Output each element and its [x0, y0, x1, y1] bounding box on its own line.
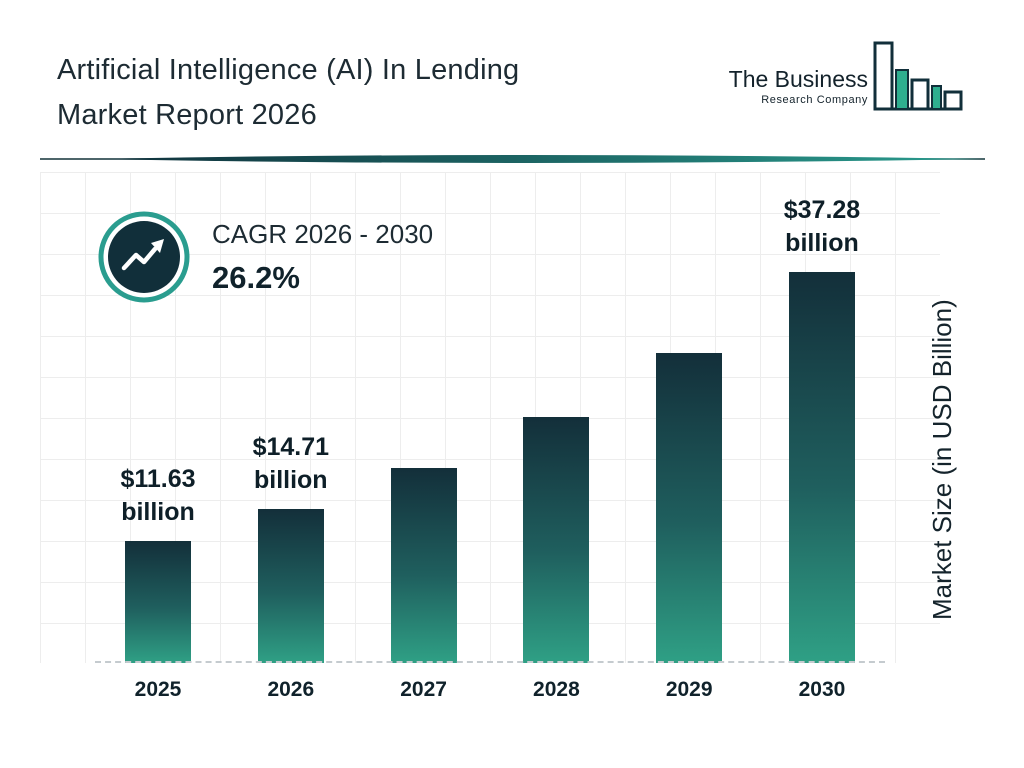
x-axis-baseline: [95, 661, 885, 663]
company-logo: The Business Research Company: [729, 40, 964, 114]
bar-value-unit: billion: [253, 466, 328, 494]
bar-value-amount: $11.63: [120, 465, 196, 493]
bar-value-amount: $37.28: [783, 196, 861, 224]
cagr-value: 26.2%: [212, 260, 300, 295]
cagr-block: CAGR 2026 - 2030 26.2%: [212, 219, 433, 296]
bar-2025: [125, 541, 191, 663]
bar-column-2026: $14.71 billion: [253, 433, 329, 663]
bar-2030: [788, 272, 855, 663]
growth-trend-icon: [98, 211, 190, 303]
x-axis-label-2026: 2026: [267, 678, 315, 701]
section-divider: [40, 155, 985, 163]
bar-value-amount: $14.71: [252, 433, 330, 461]
x-axis-label-2028: 2028: [533, 678, 580, 701]
bar-2027: [390, 468, 457, 663]
bar-value-unit: billion: [785, 229, 859, 257]
logo-name: The Business: [728, 66, 868, 92]
bar-value-label-2026: $14.71 billion: [253, 431, 329, 497]
cagr-label: CAGR 2026 - 2030: [212, 219, 434, 249]
bar-chart-logo-icon: [873, 41, 963, 111]
page-title-line-1: Artificial Intelligence (AI) In Lending: [57, 54, 520, 86]
page-title-line-2: Market Report 2026: [57, 99, 317, 131]
x-axis-label-2030: 2030: [798, 678, 846, 701]
page-title: Artificial Intelligence (AI) In Lending …: [57, 48, 519, 138]
y-axis-label: Market Size (in USD Billion): [927, 299, 957, 621]
x-axis-label-2029: 2029: [665, 678, 713, 701]
x-axis-label-2027: 2027: [400, 678, 447, 701]
company-logo-text: The Business Research Company: [729, 66, 868, 114]
bar-column-2027: [390, 468, 457, 663]
logo-subtitle: Research Company: [761, 94, 868, 106]
bar-2029: [656, 353, 723, 663]
bar-2028: [523, 417, 590, 663]
bar-2026: [257, 509, 324, 663]
x-axis-labels: 2025 2026 2027 2028 2029 2030: [95, 678, 885, 702]
bars: $11.63 billion $14.71 billion $37.28 billion: [95, 180, 885, 663]
bar-value-unit: billion: [121, 498, 195, 526]
bar-value-label-2030: $37.28 billion: [784, 194, 860, 260]
bar-column-2025: $11.63 billion: [120, 465, 196, 663]
bar-column-2028: [523, 417, 590, 663]
bar-column-2029: [656, 353, 723, 663]
x-axis-label-2025: 2025: [134, 678, 182, 701]
bar-value-label-2025: $11.63 billion: [120, 463, 195, 529]
bar-chart: $11.63 billion $14.71 billion $37.28 billion: [95, 180, 885, 663]
bar-column-2030: $37.28 billion: [784, 196, 860, 663]
